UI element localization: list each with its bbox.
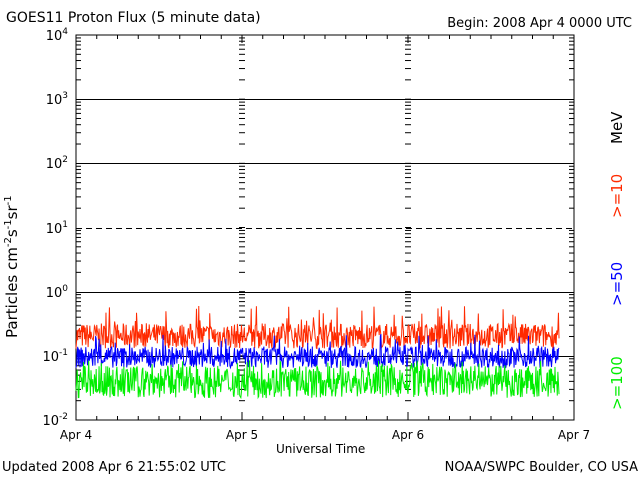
- y-tick-label: 100: [45, 283, 68, 301]
- begin-time: Begin: 2008 Apr 4 0000 UTC: [447, 16, 632, 31]
- series-line-2: [75, 359, 560, 400]
- x-axis-label: Universal Time: [276, 442, 366, 456]
- series-line-0: [75, 306, 560, 350]
- legend-ge100: >=100: [608, 356, 626, 410]
- credit: NOAA/SWPC Boulder, CO USA: [444, 460, 638, 475]
- x-tick-label: Apr 5: [225, 428, 259, 442]
- chart-title: GOES11 Proton Flux (5 minute data): [6, 10, 261, 26]
- y-tick-label: 102: [45, 155, 68, 173]
- x-tick-label: Apr 6: [391, 428, 425, 442]
- y-tick-label: 101: [45, 219, 68, 237]
- legend-ge50: >=50: [608, 261, 626, 306]
- units-label: MeV: [608, 111, 626, 144]
- x-tick-label: Apr 4: [59, 428, 93, 442]
- y-tick-label: 104: [45, 26, 68, 45]
- y-tick-label: 10-2: [42, 411, 68, 430]
- x-tick-label: Apr 7: [557, 428, 591, 442]
- series-line-1: [75, 333, 560, 370]
- y-tick-label: 103: [45, 90, 68, 109]
- legend-ge10: >=10: [608, 173, 626, 218]
- updated-time: Updated 2008 Apr 6 21:55:02 UTC: [2, 460, 226, 475]
- y-tick-label: 10-1: [42, 347, 68, 365]
